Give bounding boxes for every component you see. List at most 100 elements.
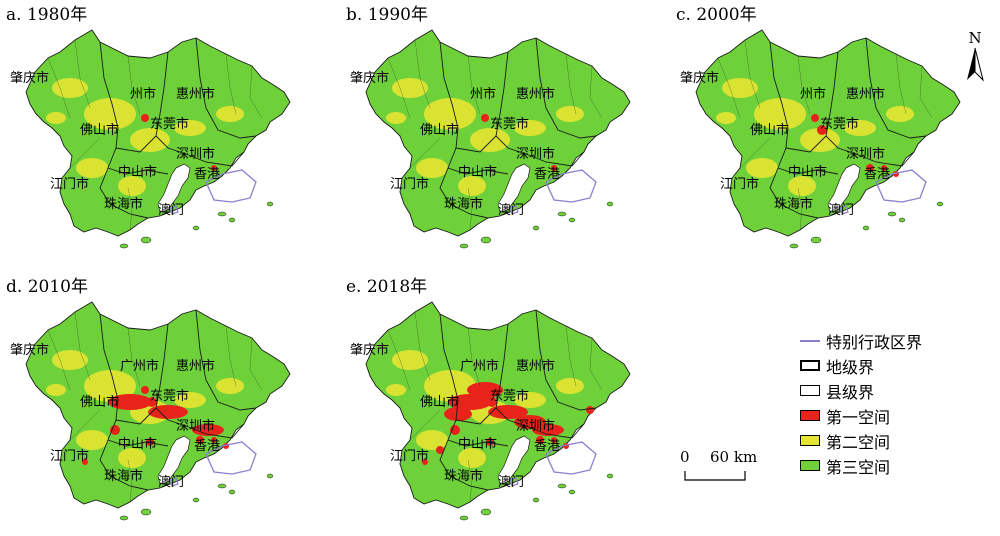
county-boundaries <box>47 39 263 231</box>
prefecture-boundaries <box>439 37 597 219</box>
panel-title: d. 2010年 <box>6 277 88 297</box>
prefecture-boundaries <box>99 37 257 219</box>
label-jiangmen: 江门市 <box>50 176 89 192</box>
county-boundaries <box>387 39 603 231</box>
estuary <box>157 163 191 213</box>
label-guangzhou: 州市 <box>130 86 156 102</box>
label-dongguan: 东莞市 <box>150 116 189 132</box>
panel-title: a. 1980年 <box>6 5 88 25</box>
macau-boundary <box>839 205 849 215</box>
label-macau: 澳门 <box>158 202 184 218</box>
label-dongguan: 东莞市 <box>150 388 189 404</box>
county-boundaries <box>47 311 263 503</box>
region-map: 肇庆市 州市 惠州市 佛山市 东莞市 深圳市 香港 中山市 江门市 珠海市 澳门 <box>350 29 631 249</box>
county-boundaries <box>387 311 603 503</box>
north-label: N <box>968 29 982 47</box>
north-arrow: N <box>962 30 988 84</box>
label-hongkong: 香港 <box>194 167 220 182</box>
label-foshan: 佛山市 <box>80 122 119 138</box>
estuary <box>827 163 861 213</box>
label-zhaoqing: 肇庆市 <box>350 70 389 86</box>
macau-boundary <box>169 477 179 487</box>
label-hongkong: 香港 <box>534 439 560 454</box>
label-zhongshan: 中山市 <box>458 164 497 180</box>
label-shenzhen: 深圳市 <box>176 418 215 434</box>
north-arrow-icon <box>967 47 984 82</box>
label-guangzhou: 州市 <box>470 86 496 102</box>
label-zhaoqing: 肇庆市 <box>10 342 49 358</box>
sar-boundary <box>545 169 597 203</box>
legend-item-sar: 特别行政区界 <box>800 328 995 353</box>
prefecture-boundaries <box>769 37 927 219</box>
legend-swatch <box>800 360 820 371</box>
islands <box>459 473 614 521</box>
label-macau: 澳门 <box>158 474 184 490</box>
first-space <box>141 114 217 171</box>
label-shenzhen: 深圳市 <box>846 146 885 162</box>
panel-1980: a. 1980年 <box>0 0 320 262</box>
legend-label: 县级界 <box>826 382 875 402</box>
sar-boundary <box>545 441 597 475</box>
label-macau: 澳门 <box>828 202 854 218</box>
legend-swatch <box>800 385 820 396</box>
label-jiangmen: 江门市 <box>390 176 429 192</box>
label-zhaoqing: 肇庆市 <box>10 70 49 86</box>
panel-title: b. 1990年 <box>346 5 428 25</box>
legend-item-prefecture: 地级界 <box>800 353 995 378</box>
label-zhaoqing: 肇庆市 <box>350 342 389 358</box>
panel-title: c. 2000年 <box>676 5 757 25</box>
sar-boundary <box>205 169 257 203</box>
label-huizhou: 惠州市 <box>176 358 215 374</box>
islands <box>459 201 614 249</box>
label-jiangmen: 江门市 <box>50 448 89 464</box>
first-space <box>811 114 899 177</box>
label-dongguan: 东莞市 <box>490 116 529 132</box>
legend-label: 第二空间 <box>826 432 891 452</box>
first-space <box>422 382 594 465</box>
label-foshan: 佛山市 <box>80 394 119 410</box>
scale-bar-line <box>684 471 746 481</box>
label-huizhou: 惠州市 <box>516 86 555 102</box>
label-zhongshan: 中山市 <box>788 164 827 180</box>
label-jiangmen: 江门市 <box>390 448 429 464</box>
label-shenzhen: 深圳市 <box>516 418 555 434</box>
label-guangzhou: 州市 <box>800 86 826 102</box>
second-space <box>46 78 244 196</box>
panel-2000: c. 2000年 <box>670 0 990 262</box>
second-space <box>716 78 914 196</box>
estuary <box>497 163 531 213</box>
label-jiangmen: 江门市 <box>720 176 759 192</box>
label-dongguan: 东莞市 <box>490 388 529 404</box>
label-zhuhai: 珠海市 <box>774 196 813 212</box>
second-space <box>386 78 584 196</box>
label-zhuhai: 珠海市 <box>104 468 143 484</box>
label-huizhou: 惠州市 <box>846 86 885 102</box>
label-hongkong: 香港 <box>534 167 560 182</box>
macau-boundary <box>509 205 519 215</box>
label-foshan: 佛山市 <box>420 122 459 138</box>
scale-label: 60 km <box>710 448 758 466</box>
region-map: 肇庆市 州市 惠州市 佛山市 东莞市 深圳市 香港 中山市 江门市 珠海市 澳门 <box>680 29 961 249</box>
legend: 特别行政区界 地级界 县级界 第一空间 第二空间 第三空间 <box>800 328 995 478</box>
sar-boundary <box>205 441 257 475</box>
panel-title: e. 2018年 <box>346 277 428 297</box>
estuary <box>157 435 191 485</box>
label-guangzhou: 广州市 <box>460 358 499 374</box>
panel-1990: b. 1990年 <box>340 0 660 262</box>
legend-swatch <box>800 410 820 421</box>
label-zhuhai: 珠海市 <box>444 196 483 212</box>
macau-boundary <box>169 205 179 215</box>
legend-label: 特别行政区界 <box>826 332 923 352</box>
label-macau: 澳门 <box>498 474 524 490</box>
label-zhongshan: 中山市 <box>118 164 157 180</box>
macau-boundary <box>509 477 519 487</box>
label-huizhou: 惠州市 <box>176 86 215 102</box>
label-zhaoqing: 肇庆市 <box>680 70 719 86</box>
label-zhongshan: 中山市 <box>458 436 497 452</box>
panel-2018: e. 2018年 <box>340 272 660 534</box>
legend-item-first-space: 第一空间 <box>800 403 995 428</box>
label-guangzhou: 广州市 <box>120 358 159 374</box>
prefecture-boundaries <box>99 309 257 491</box>
legend-swatch <box>800 435 820 446</box>
scale-bar: 0 60 km <box>680 448 770 488</box>
